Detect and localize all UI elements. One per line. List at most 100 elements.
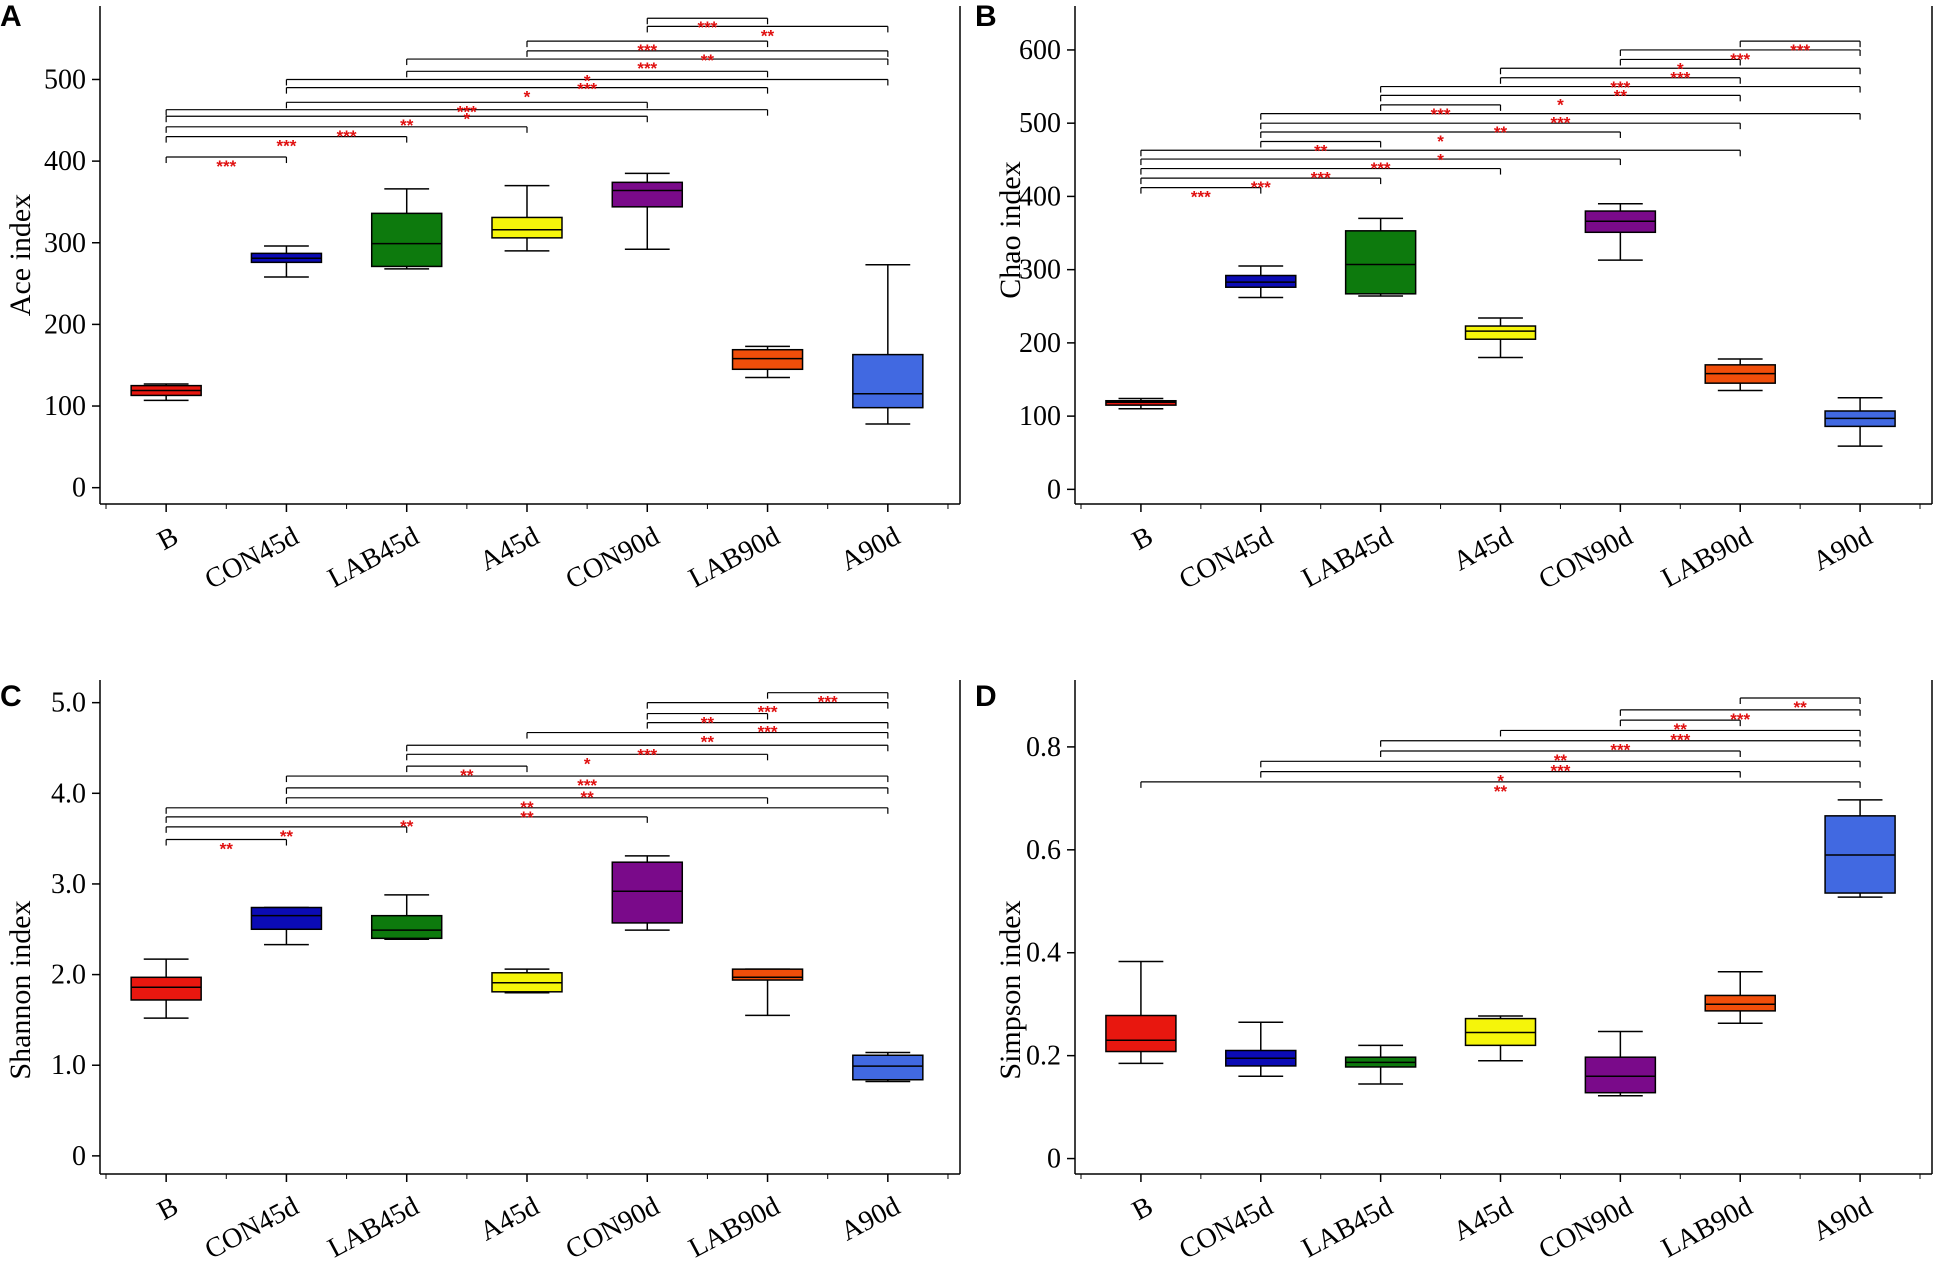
significance-label: *** [1670, 68, 1690, 87]
box-CON90d [1584, 202, 1657, 261]
x-tick-label: CON90d [1534, 1191, 1638, 1266]
box-iqr [1464, 325, 1537, 340]
significance-label: *** [1730, 710, 1750, 729]
box-LAB45d [370, 894, 443, 940]
significance-bracket: *** [285, 775, 889, 795]
y-axis-title: Shannon index [4, 900, 37, 1079]
significance-label: * [1557, 95, 1564, 114]
box-CON90d [1584, 1030, 1657, 1097]
box-A45d [491, 968, 563, 994]
box-LAB90d [731, 968, 804, 1017]
box-LAB45d [1344, 1044, 1417, 1085]
significance-label: ** [1614, 87, 1628, 106]
x-tick-label: A90d [1808, 521, 1878, 578]
significance-label: * [584, 754, 591, 773]
box-A90d [1824, 397, 1896, 447]
significance-label: *** [637, 745, 657, 764]
box-CON45d [250, 245, 323, 278]
box-iqr [731, 968, 804, 981]
box-A90d [1824, 799, 1896, 898]
significance-bracket: ** [1140, 781, 1861, 801]
panel-a: A 0 100 200 300 400 500 Ace index B CON45d LAB45d A… [0, 0, 975, 640]
significance-bracket: * [165, 109, 769, 129]
panel-c: C 0 1.0 2.0 3.0 4.0 5.0 Shannon index B CON45d LAB… [0, 680, 975, 1282]
significance-bracket: *** [165, 136, 408, 156]
box-A90d [852, 1051, 924, 1083]
box-CON90d [611, 172, 684, 251]
box-LAB90d [1704, 971, 1776, 1024]
significance-label: ** [400, 116, 414, 135]
box-iqr [1584, 1056, 1657, 1094]
significance-label: * [584, 71, 591, 90]
x-tick-label: B [1127, 1191, 1158, 1227]
significance-bracket: ** [165, 807, 889, 827]
x-tick-label: A45d [1448, 1191, 1518, 1248]
significance-bracket: ** [165, 826, 408, 846]
significance-label: ** [761, 26, 775, 45]
y-tick-label: 0.2 [1026, 1041, 1061, 1072]
panel-letter: D [975, 680, 997, 713]
significance-label: ** [1314, 141, 1328, 160]
x-tick-label: CON90d [561, 521, 665, 596]
significance-label: ** [1494, 123, 1508, 142]
box-B [130, 383, 202, 402]
chart-svg-d: D 0 0.2 0.4 0.6 0.8 Simpson index B CON45d LAB45d… [975, 680, 1933, 1266]
y-tick-label: 500 [44, 64, 86, 95]
significance-label: ** [220, 840, 234, 859]
box-iqr [1704, 994, 1776, 1012]
significance-bracket: ** [1260, 122, 1741, 142]
y-tick-label: 4.0 [51, 778, 86, 809]
y-tick-label: 0 [72, 1141, 86, 1172]
panel-letter: A [0, 0, 22, 33]
box-B [1105, 960, 1177, 1065]
y-tick-label: 300 [44, 228, 86, 259]
significance-bracket: ** [1380, 85, 1861, 106]
x-tick-label: LAB90d [684, 1191, 785, 1264]
y-tick-label: 300 [1019, 255, 1061, 286]
y-tick-label: 5.0 [51, 688, 86, 719]
significance-label: *** [758, 723, 778, 742]
box-A45d [1464, 1015, 1537, 1062]
significance-label: *** [637, 59, 657, 78]
significance-bracket: ** [1739, 697, 1861, 717]
significance-bracket: *** [1619, 709, 1861, 729]
significance-bracket: ** [285, 787, 889, 807]
significance-label: ** [1494, 782, 1508, 801]
significance-label: *** [337, 127, 357, 146]
box-CON45d [1225, 1021, 1297, 1077]
significance-bracket: ** [165, 838, 288, 859]
box-LAB90d [731, 345, 804, 379]
significance-bracket: * [1260, 770, 1741, 791]
significance-bracket: ** [526, 50, 889, 70]
significance-bracket: ** [526, 731, 889, 752]
significance-label: *** [697, 18, 717, 37]
significance-bracket: *** [1140, 158, 1621, 178]
significance-label: *** [1431, 105, 1451, 124]
y-tick-label: 0.8 [1026, 732, 1061, 763]
box-A45d [491, 184, 563, 252]
significance-label: *** [577, 79, 597, 98]
x-tick-label: A90d [836, 521, 906, 578]
box-A90d [852, 264, 924, 425]
box-iqr [370, 212, 443, 268]
significance-label: *** [216, 157, 236, 176]
significance-label: ** [581, 788, 595, 807]
significance-label: ** [520, 798, 534, 817]
significance-label: * [1677, 59, 1684, 78]
significance-label: *** [577, 776, 597, 795]
chart-svg-c: C 0 1.0 2.0 3.0 4.0 5.0 Shannon index B CON45d LAB… [0, 680, 961, 1266]
x-tick-label: LAB90d [1656, 1191, 1757, 1264]
significance-bracket: * [1140, 149, 1741, 169]
significance-bracket: *** [1499, 729, 1861, 749]
significance-label: ** [1794, 698, 1808, 717]
significance-bracket: *** [1140, 167, 1502, 188]
y-axis-title: Ace index [4, 194, 37, 316]
significance-bracket: ** [646, 712, 769, 733]
y-tick-label: 0 [72, 473, 86, 504]
box-LAB45d [1344, 217, 1417, 297]
significance-label: *** [457, 102, 477, 121]
significance-label: ** [701, 733, 715, 752]
significance-bracket: ** [1380, 750, 1741, 770]
y-axis-title: Chao index [994, 161, 1027, 298]
significance-bracket: * [406, 753, 769, 773]
